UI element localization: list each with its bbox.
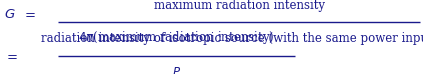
Text: $P$: $P$ bbox=[172, 66, 181, 74]
Text: $4\pi$(maximum radiation intensity): $4\pi$(maximum radiation intensity) bbox=[78, 29, 275, 46]
Text: radiation intensity of isotropic source (with the same power input): radiation intensity of isotropic source … bbox=[41, 32, 423, 45]
Text: maximum radiation intensity: maximum radiation intensity bbox=[154, 0, 324, 12]
Text: $=$: $=$ bbox=[22, 7, 36, 20]
Text: $G$: $G$ bbox=[4, 7, 16, 20]
Text: $=$: $=$ bbox=[4, 49, 18, 62]
